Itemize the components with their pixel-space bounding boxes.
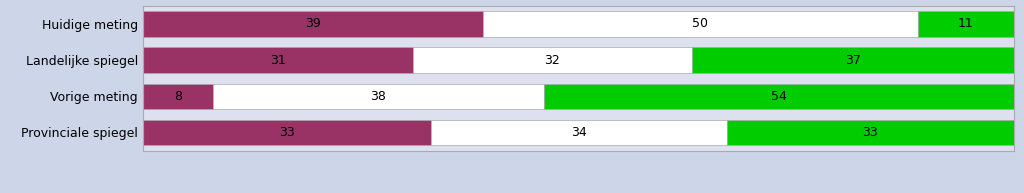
Bar: [919, 11, 1014, 36]
Text: 39: 39: [305, 17, 321, 30]
Text: 11: 11: [958, 17, 974, 30]
Bar: [143, 84, 213, 109]
Bar: [692, 47, 1014, 73]
Bar: [414, 47, 692, 73]
Text: 54: 54: [771, 90, 786, 103]
Text: 38: 38: [371, 90, 386, 103]
Bar: [431, 120, 727, 145]
Text: 37: 37: [845, 54, 861, 67]
Text: 33: 33: [280, 126, 295, 139]
Bar: [483, 11, 919, 36]
Bar: [213, 84, 544, 109]
Text: 8: 8: [174, 90, 182, 103]
Text: 50: 50: [692, 17, 709, 30]
Text: 33: 33: [862, 126, 878, 139]
Text: 32: 32: [545, 54, 560, 67]
Text: 34: 34: [570, 126, 587, 139]
Text: 31: 31: [270, 54, 286, 67]
Bar: [544, 84, 1014, 109]
Bar: [143, 11, 483, 36]
Bar: [143, 120, 431, 145]
Bar: [143, 47, 414, 73]
Bar: [727, 120, 1014, 145]
